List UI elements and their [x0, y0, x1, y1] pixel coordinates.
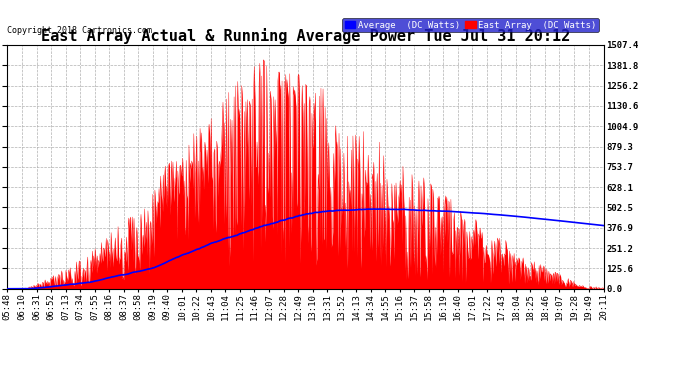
Text: Copyright 2018 Cartronics.com: Copyright 2018 Cartronics.com [7, 26, 152, 35]
Title: East Array Actual & Running Average Power Tue Jul 31 20:12: East Array Actual & Running Average Powe… [41, 28, 570, 44]
Legend: Average  (DC Watts), East Array  (DC Watts): Average (DC Watts), East Array (DC Watts… [342, 18, 599, 32]
